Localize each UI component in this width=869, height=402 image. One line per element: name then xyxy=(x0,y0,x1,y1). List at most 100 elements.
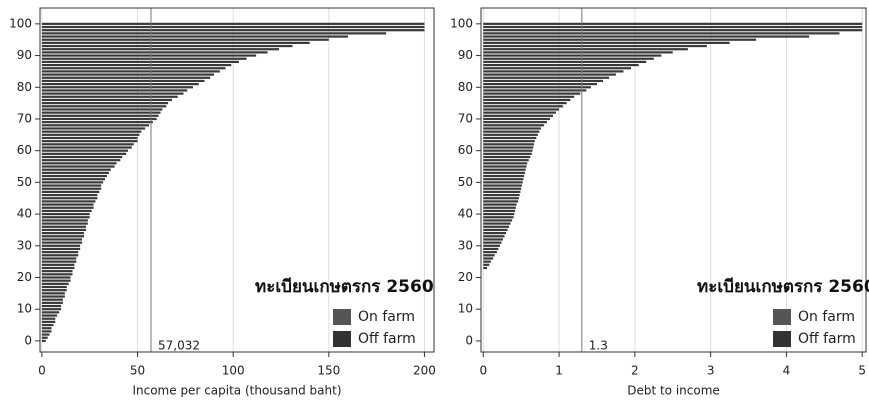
bar xyxy=(41,314,58,317)
y-tick-label: 70 xyxy=(17,111,32,125)
bar xyxy=(41,257,77,260)
bar xyxy=(41,79,205,83)
bar xyxy=(41,41,310,44)
bar xyxy=(41,121,153,124)
bar xyxy=(483,108,560,111)
x-tick-label: 5 xyxy=(858,364,866,378)
bar xyxy=(483,231,507,235)
bar xyxy=(483,184,522,187)
bar xyxy=(41,102,169,105)
bar xyxy=(41,29,425,32)
bar xyxy=(41,130,142,133)
frame xyxy=(480,7,867,353)
bar xyxy=(41,155,123,159)
bar xyxy=(483,76,610,79)
bar xyxy=(41,89,188,92)
y-tick-label: 20 xyxy=(458,270,473,284)
reference-label: 57,032 xyxy=(158,339,200,353)
bar xyxy=(41,105,167,108)
x-tick-label: 0 xyxy=(479,364,487,378)
bar xyxy=(41,35,348,38)
bar xyxy=(41,82,199,86)
bar xyxy=(483,152,532,155)
x-tick-label: 200 xyxy=(413,364,436,378)
bar xyxy=(41,222,88,225)
bar xyxy=(483,209,516,213)
bar xyxy=(41,209,92,213)
bar xyxy=(41,60,239,64)
bar xyxy=(41,289,67,292)
y-tick-label: 10 xyxy=(458,302,473,316)
bar xyxy=(41,51,268,54)
bar xyxy=(483,244,500,247)
bar xyxy=(483,260,491,263)
bar xyxy=(41,212,90,216)
legend-swatch xyxy=(333,331,351,347)
bar xyxy=(41,197,98,200)
legend-swatch xyxy=(773,331,791,347)
bar xyxy=(483,51,673,54)
bar xyxy=(483,121,547,124)
bar xyxy=(483,219,513,222)
bar xyxy=(483,200,519,203)
bar xyxy=(41,206,94,209)
bar xyxy=(41,76,211,79)
bar xyxy=(483,22,863,25)
x-axis-label: Debt to income xyxy=(627,384,720,398)
legend-swatch xyxy=(773,309,791,325)
y-tick-label: 90 xyxy=(458,48,473,62)
bar xyxy=(41,273,73,276)
bar xyxy=(41,251,79,254)
bar xyxy=(41,276,71,279)
bar xyxy=(41,247,81,251)
bar xyxy=(483,60,647,64)
bar xyxy=(41,73,215,76)
y-tick-label: 50 xyxy=(17,175,32,189)
bar xyxy=(483,57,654,60)
bar xyxy=(41,133,140,136)
bar xyxy=(41,320,56,323)
bar xyxy=(483,111,557,114)
bar xyxy=(483,190,521,193)
legend-label: On farm xyxy=(358,309,415,325)
bar xyxy=(41,254,79,257)
bar xyxy=(483,102,567,105)
bar xyxy=(41,304,62,308)
bar xyxy=(41,98,172,102)
bar xyxy=(483,178,524,181)
bar xyxy=(483,133,538,136)
bar xyxy=(483,32,840,35)
bar xyxy=(483,67,632,70)
bar xyxy=(41,136,138,140)
bar xyxy=(483,29,863,32)
y-tick-label: 40 xyxy=(458,207,473,221)
bar xyxy=(483,92,581,95)
bar xyxy=(41,266,75,270)
bar xyxy=(483,254,495,257)
bar xyxy=(483,238,503,241)
bar xyxy=(41,111,161,114)
bar xyxy=(483,266,488,270)
y-tick-label: 100 xyxy=(9,16,32,30)
x-tick-label: 1 xyxy=(555,364,563,378)
bar xyxy=(483,35,810,38)
bar xyxy=(41,216,90,219)
bar xyxy=(483,79,604,83)
reference-label: 1.3 xyxy=(589,339,608,353)
bar xyxy=(41,298,63,301)
bar xyxy=(41,219,88,222)
y-tick-label: 60 xyxy=(458,143,473,157)
annotation: ทะเบียนเกษตรกร 2560 xyxy=(255,276,434,297)
bar xyxy=(483,235,505,238)
bar xyxy=(483,98,571,102)
bar xyxy=(41,241,83,244)
bar xyxy=(41,203,94,206)
y-tick-label: 40 xyxy=(17,207,32,221)
bar xyxy=(483,25,863,29)
bar xyxy=(483,127,541,130)
x-tick-label: 150 xyxy=(317,364,340,378)
bar xyxy=(41,86,194,89)
y-tick-label: 10 xyxy=(17,302,32,316)
bar xyxy=(41,70,220,73)
bar xyxy=(41,327,52,330)
